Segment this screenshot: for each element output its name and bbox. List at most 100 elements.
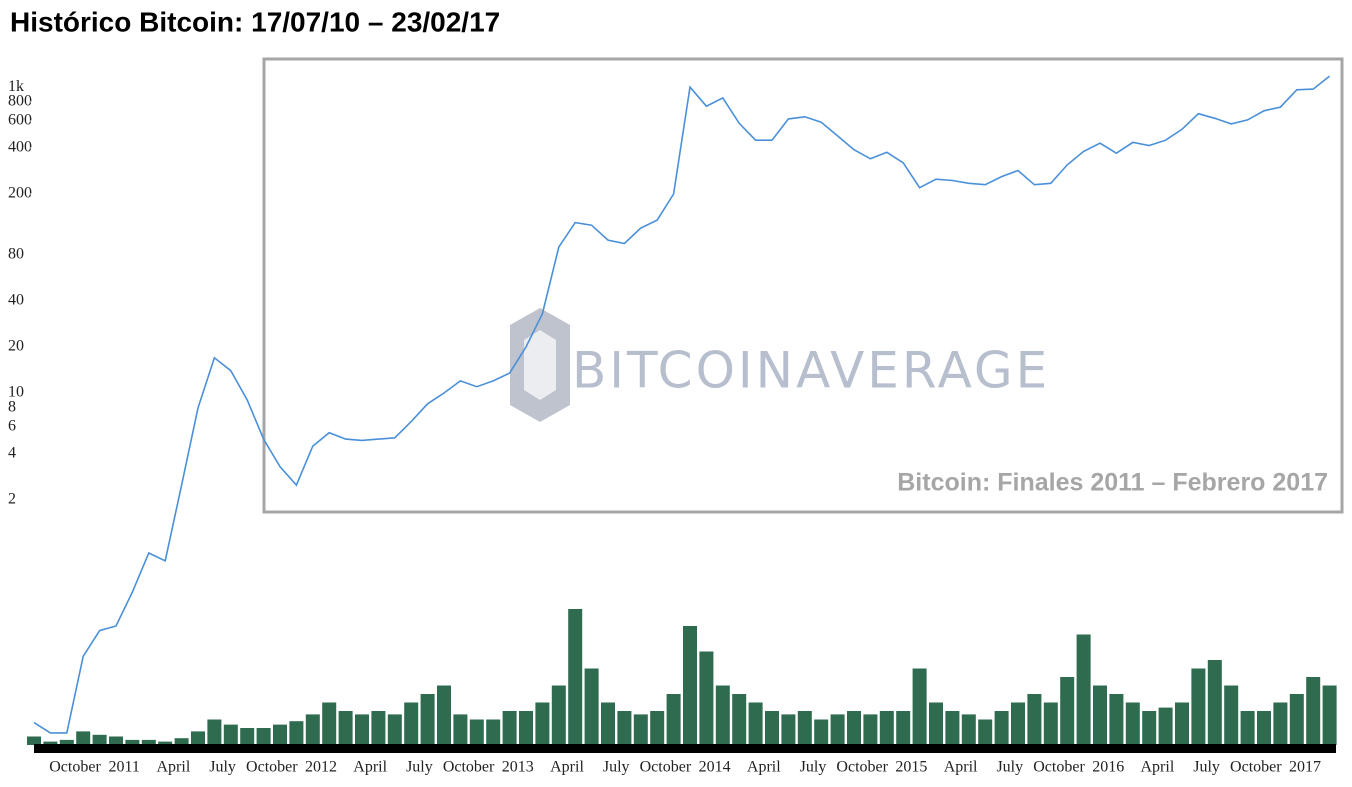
y-tick-label: 2 bbox=[8, 491, 16, 508]
volume-bar bbox=[732, 694, 747, 745]
chart-title: Histórico Bitcoin: 17/07/10 – 23/02/17 bbox=[10, 6, 500, 37]
volume-bar bbox=[1093, 685, 1107, 745]
x-tick-label: April bbox=[944, 759, 978, 776]
volume-bar bbox=[1011, 702, 1025, 745]
volume-bar bbox=[519, 711, 533, 745]
volume-bar bbox=[633, 714, 648, 745]
volume-bar bbox=[830, 714, 845, 745]
volume-bar bbox=[76, 731, 91, 745]
y-tick-label: 600 bbox=[8, 112, 32, 129]
volume-bar bbox=[617, 711, 632, 745]
volume-bar bbox=[43, 741, 58, 745]
volume-bar bbox=[109, 736, 123, 745]
x-tick-label: October bbox=[836, 759, 888, 776]
y-tick-label: 40 bbox=[8, 292, 24, 309]
volume-bar bbox=[305, 714, 320, 745]
x-tick-label: October bbox=[1230, 759, 1282, 776]
volume-bar bbox=[1207, 660, 1222, 745]
volume-bar bbox=[207, 719, 222, 745]
x-tick-label: October bbox=[246, 759, 298, 776]
volume-bar bbox=[765, 711, 779, 745]
volume-bar bbox=[453, 714, 468, 745]
volume-bar bbox=[256, 728, 271, 745]
volume-bar bbox=[781, 714, 796, 745]
volume-bar bbox=[1191, 668, 1206, 745]
volume-bar bbox=[1224, 685, 1239, 745]
x-tick-label: July bbox=[406, 759, 433, 776]
watermark-logo bbox=[510, 308, 570, 422]
volume-bar bbox=[469, 719, 484, 745]
volume-bar bbox=[879, 711, 894, 745]
y-tick-label: 1k bbox=[8, 78, 24, 95]
volume-bar bbox=[289, 721, 304, 745]
x-tick-label: 2012 bbox=[305, 759, 337, 776]
volume-bar bbox=[929, 702, 943, 745]
volume-bar bbox=[978, 719, 993, 745]
volume-bar bbox=[912, 668, 927, 745]
volume-bar bbox=[896, 711, 911, 745]
volume-bar bbox=[666, 694, 681, 745]
x-tick-label: 2014 bbox=[699, 759, 731, 776]
volume-bar bbox=[535, 702, 550, 745]
volume-bar bbox=[322, 702, 337, 745]
volume-bar bbox=[92, 734, 107, 745]
watermark-text: BITCOINAVERAGE bbox=[572, 342, 1050, 400]
y-tick-label: 200 bbox=[8, 185, 32, 202]
volume-bar bbox=[502, 711, 517, 745]
volume-bar bbox=[945, 711, 960, 745]
volume-bar bbox=[191, 731, 205, 745]
highlight-box bbox=[262, 57, 1344, 514]
volume-bar bbox=[125, 739, 140, 745]
volume-bar bbox=[223, 724, 238, 745]
volume-bar bbox=[699, 651, 714, 745]
y-tick-label: 8 bbox=[8, 399, 16, 416]
volume-bar bbox=[1175, 702, 1189, 745]
x-tick-label: July bbox=[996, 759, 1023, 776]
volume-bar bbox=[1142, 711, 1157, 745]
volume-bar bbox=[158, 741, 173, 745]
volume-bar bbox=[568, 609, 583, 745]
volume-bar bbox=[420, 694, 435, 745]
x-tick-label: April bbox=[353, 759, 387, 776]
volume-bar bbox=[1109, 694, 1124, 745]
price-line bbox=[33, 75, 1331, 734]
volume-bar bbox=[240, 728, 255, 745]
volume-bar bbox=[1306, 677, 1321, 745]
volume-bar bbox=[387, 714, 402, 745]
x-tick-label: 2011 bbox=[108, 759, 139, 776]
x-tick-label: 2017 bbox=[1289, 759, 1321, 776]
volume-bar bbox=[174, 738, 189, 745]
volume-bar bbox=[1043, 702, 1058, 745]
x-tick-label: April bbox=[157, 759, 191, 776]
volume-bar bbox=[584, 668, 599, 745]
volume-bar bbox=[1257, 711, 1271, 745]
volume-bar bbox=[1240, 711, 1255, 745]
y-tick-label: 4 bbox=[8, 445, 16, 462]
volume-bar bbox=[715, 685, 730, 745]
x-tick-label: 2013 bbox=[502, 759, 534, 776]
volume-bar bbox=[961, 714, 976, 745]
volume-bar bbox=[371, 711, 386, 745]
x-axis-line bbox=[34, 744, 1336, 753]
volume-bar bbox=[486, 719, 501, 745]
x-tick-label: July bbox=[800, 759, 827, 776]
volume-bar bbox=[551, 685, 566, 745]
x-tick-label: April bbox=[550, 759, 584, 776]
volume-bar bbox=[847, 711, 861, 745]
volume-bar bbox=[437, 685, 451, 745]
volume-bar bbox=[1076, 634, 1091, 745]
x-tick-label: April bbox=[747, 759, 781, 776]
volume-bar bbox=[59, 739, 74, 745]
volume-bar bbox=[994, 711, 1009, 745]
volume-bar bbox=[338, 711, 353, 745]
x-tick-label: October bbox=[640, 759, 692, 776]
volume-bar bbox=[1273, 702, 1288, 745]
volume-bar bbox=[797, 711, 812, 745]
volume-bar bbox=[748, 702, 763, 745]
y-tick-label: 400 bbox=[8, 139, 32, 156]
volume-bar bbox=[355, 714, 369, 745]
x-tick-label: July bbox=[209, 759, 236, 776]
volume-bar bbox=[141, 739, 156, 745]
y-tick-label: 10 bbox=[8, 384, 24, 401]
